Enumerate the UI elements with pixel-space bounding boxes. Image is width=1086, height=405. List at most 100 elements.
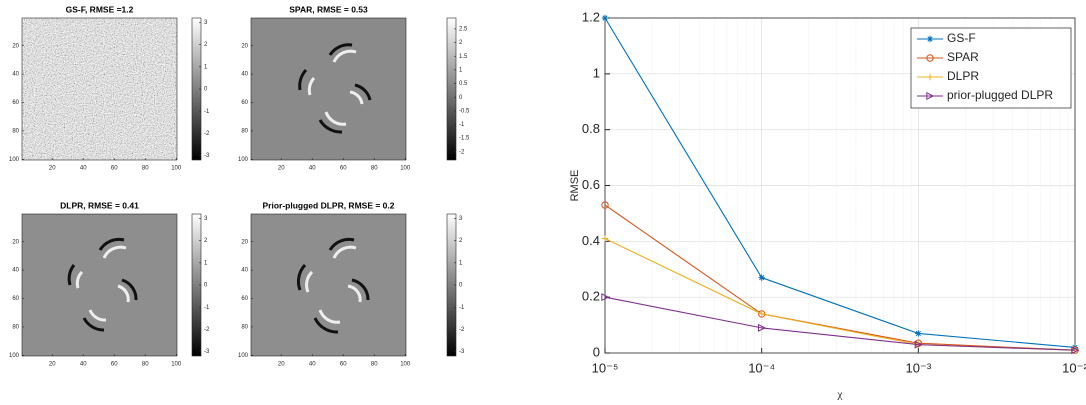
legend-marker bbox=[926, 91, 935, 101]
marker bbox=[1071, 346, 1080, 355]
colorbar-tick-label: 0 bbox=[204, 87, 208, 93]
x-tick-label: 20 bbox=[49, 362, 56, 368]
marker bbox=[601, 293, 610, 302]
legend-box bbox=[910, 27, 1072, 109]
series-line bbox=[604, 17, 1076, 348]
marker bbox=[601, 235, 609, 242]
y-tick-label: 0.6 bbox=[582, 177, 600, 192]
y-tick-label: 0.8 bbox=[582, 121, 600, 136]
axes-frame bbox=[250, 17, 407, 161]
y-tick-label: 60 bbox=[241, 100, 248, 106]
marker bbox=[915, 330, 922, 337]
y-tick-label: 40 bbox=[12, 72, 19, 78]
x-tick-label: 40 bbox=[309, 166, 316, 172]
axes-frame bbox=[250, 213, 407, 357]
marker bbox=[601, 201, 609, 209]
image bbox=[251, 18, 406, 160]
image bbox=[22, 214, 177, 356]
series-line bbox=[604, 204, 1076, 351]
x-tick-label: 80 bbox=[142, 166, 149, 172]
legend-label: SPAR bbox=[947, 50, 979, 64]
panel-title: DLPR, RMSE = 0.41 bbox=[60, 200, 139, 210]
colorbar-tick-label: 1.5 bbox=[459, 54, 468, 60]
marker bbox=[757, 323, 766, 332]
colorbar-tick-label: 0.5 bbox=[459, 81, 468, 87]
colorbar-tick-label: 3 bbox=[459, 216, 463, 222]
series-line bbox=[604, 296, 1076, 351]
axes-frame bbox=[21, 213, 178, 357]
y-tick-label: 0 bbox=[593, 344, 600, 359]
x-tick-label: 20 bbox=[278, 166, 285, 172]
marker bbox=[914, 339, 923, 347]
y-tick-label: 80 bbox=[241, 324, 248, 330]
axes-frame bbox=[604, 17, 1076, 354]
colorbar-tick-label: 2 bbox=[204, 42, 208, 48]
colorbar-tick-label: -2 bbox=[459, 149, 465, 155]
series-line bbox=[604, 238, 1076, 351]
colorbar-tick-label: -3 bbox=[459, 349, 465, 355]
marker bbox=[601, 14, 609, 22]
y-tick-label: 1.2 bbox=[582, 9, 600, 24]
x-tick-label: 80 bbox=[371, 362, 378, 368]
y-tick-label: 100 bbox=[9, 353, 20, 359]
y-tick-label: 1 bbox=[593, 65, 600, 80]
legend-label: DLPR bbox=[947, 69, 979, 83]
x-tick-label: 60 bbox=[340, 166, 347, 172]
y-tick-label: 60 bbox=[12, 100, 19, 106]
x-tick-label: 80 bbox=[142, 362, 149, 368]
y-tick-label: 40 bbox=[12, 268, 19, 274]
colorbar-tick-label: -1 bbox=[204, 305, 210, 311]
x-tick-label: 10⁻⁵ bbox=[592, 360, 619, 375]
axes-frame bbox=[21, 17, 178, 161]
x-tick-label: 10⁻³ bbox=[906, 360, 932, 375]
y-tick-label: 80 bbox=[241, 128, 248, 134]
x-tick-label: 100 bbox=[171, 166, 182, 172]
marker bbox=[758, 274, 765, 281]
y-tick-label: 100 bbox=[9, 157, 20, 163]
colorbar-tick-label: 2 bbox=[204, 238, 208, 244]
x-tick-label: 40 bbox=[309, 362, 316, 368]
x-tick-label: 60 bbox=[340, 362, 347, 368]
x-tick-label: 60 bbox=[111, 362, 118, 368]
y-tick-label: 0.4 bbox=[582, 233, 600, 248]
y-tick-label: 100 bbox=[238, 353, 249, 359]
y-axis-label: RMSE bbox=[569, 170, 581, 202]
colorbar-tick-label: 2 bbox=[459, 40, 463, 46]
panel-title: GS-F, RMSE =1.2 bbox=[66, 4, 134, 14]
colorbar-tick-label: -0.5 bbox=[459, 108, 470, 114]
x-tick-label: 40 bbox=[80, 362, 87, 368]
x-tick-label: 20 bbox=[49, 166, 56, 172]
x-tick-label: 100 bbox=[400, 362, 411, 368]
y-tick-label: 80 bbox=[12, 324, 19, 330]
colorbar-tick-label: -1 bbox=[459, 122, 465, 128]
colorbar-tick-label: 3 bbox=[204, 216, 208, 222]
y-tick-label: 60 bbox=[241, 296, 248, 302]
image bbox=[22, 18, 177, 160]
panel-title: Prior-plugged DLPR, RMSE = 0.2 bbox=[262, 200, 394, 210]
x-axis-label: χ bbox=[837, 389, 843, 401]
legend-marker bbox=[926, 35, 934, 43]
y-tick-label: 40 bbox=[241, 268, 248, 274]
colorbar-tick-label: -3 bbox=[204, 349, 210, 355]
image bbox=[251, 214, 406, 356]
legend-marker bbox=[926, 54, 934, 62]
y-tick-label: 20 bbox=[12, 239, 19, 245]
colorbar bbox=[446, 17, 457, 161]
marker bbox=[914, 340, 923, 349]
y-tick-label: 100 bbox=[238, 157, 249, 163]
legend-marker bbox=[926, 73, 934, 81]
colorbar-tick-label: -2 bbox=[204, 131, 210, 137]
colorbar-tick-label: -1.5 bbox=[459, 136, 470, 142]
colorbar-tick-label: 3 bbox=[204, 20, 208, 26]
colorbar-tick-label: 2.5 bbox=[459, 27, 468, 33]
y-tick-label: 40 bbox=[241, 72, 248, 78]
y-tick-label: 20 bbox=[241, 239, 248, 245]
x-tick-label: 10⁻² bbox=[1062, 360, 1086, 375]
marker bbox=[757, 310, 766, 318]
legend-label: prior-plugged DLPR bbox=[947, 88, 1053, 102]
colorbar-tick-label: 0 bbox=[459, 283, 463, 289]
colorbar-tick-label: 1 bbox=[204, 64, 208, 70]
y-tick-label: 60 bbox=[12, 296, 19, 302]
colorbar-tick-label: 1 bbox=[459, 260, 463, 266]
